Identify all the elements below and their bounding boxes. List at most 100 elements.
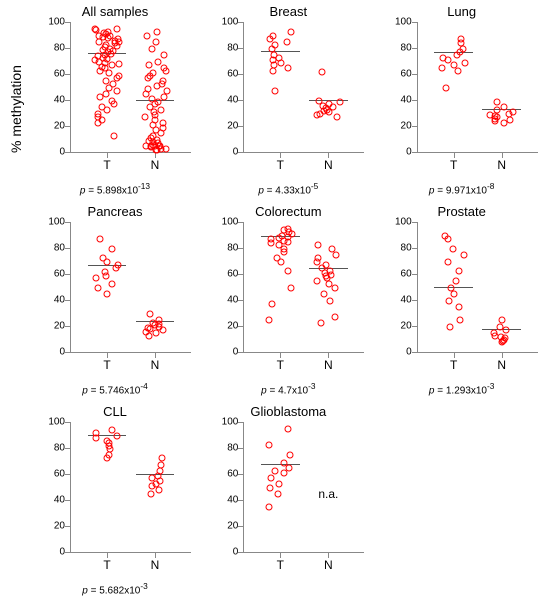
data-point bbox=[447, 323, 454, 330]
x-tick-label: T bbox=[277, 558, 284, 572]
data-point bbox=[103, 454, 110, 461]
x-tick-label: T bbox=[450, 158, 457, 172]
y-tick-label: 40 bbox=[390, 295, 412, 306]
y-tick-label: 100 bbox=[390, 17, 412, 28]
y-tick-label: 80 bbox=[216, 43, 238, 54]
chart-panel: Lung020406080100TNp = 9.971x10-8 bbox=[377, 0, 547, 200]
data-point bbox=[114, 432, 121, 439]
data-point bbox=[160, 52, 167, 59]
y-tick bbox=[412, 248, 418, 249]
y-tick bbox=[65, 248, 71, 249]
data-point bbox=[147, 310, 154, 317]
chart-panel: Glioblastoma020406080100TNn.a. bbox=[203, 400, 373, 600]
x-tick-label: T bbox=[277, 358, 284, 372]
data-point bbox=[337, 98, 344, 105]
y-tick-label: 20 bbox=[43, 121, 65, 132]
data-point bbox=[266, 441, 273, 448]
data-point bbox=[148, 45, 155, 52]
y-tick-label: 60 bbox=[390, 269, 412, 280]
data-point bbox=[276, 480, 283, 487]
data-point bbox=[111, 101, 118, 108]
y-tick-label: 80 bbox=[43, 443, 65, 454]
axes: 020406080100TN bbox=[417, 22, 538, 153]
y-tick bbox=[238, 48, 244, 49]
chart-panel: All samples020406080100TNp = 5.898x10-13 bbox=[30, 0, 200, 200]
data-point bbox=[271, 467, 278, 474]
y-tick-label: 100 bbox=[43, 417, 65, 428]
data-point bbox=[331, 284, 338, 291]
y-tick bbox=[238, 22, 244, 23]
y-tick-label: 40 bbox=[43, 495, 65, 506]
data-point bbox=[93, 275, 100, 282]
y-tick-label: 40 bbox=[43, 295, 65, 306]
y-tick bbox=[412, 74, 418, 75]
y-tick-label: 60 bbox=[216, 269, 238, 280]
y-tick bbox=[238, 100, 244, 101]
chart-panel: Colorectum020406080100TNp = 4.7x10-3 bbox=[203, 200, 373, 400]
x-tick-label: N bbox=[151, 558, 160, 572]
y-tick bbox=[65, 48, 71, 49]
x-tick-label: N bbox=[497, 158, 506, 172]
data-point bbox=[109, 280, 116, 287]
data-point bbox=[320, 291, 327, 298]
data-point bbox=[92, 435, 99, 442]
y-tick-label: 100 bbox=[390, 217, 412, 228]
y-tick bbox=[238, 126, 244, 127]
data-point bbox=[444, 236, 451, 243]
y-tick-label: 80 bbox=[390, 43, 412, 54]
y-tick bbox=[238, 500, 244, 501]
axes: 020406080100TN bbox=[70, 22, 191, 153]
data-point bbox=[444, 258, 451, 265]
data-point bbox=[153, 28, 160, 35]
x-tick-label: T bbox=[103, 558, 110, 572]
data-point bbox=[109, 62, 116, 69]
y-tick-label: 100 bbox=[216, 417, 238, 428]
y-tick-label: 20 bbox=[43, 321, 65, 332]
data-point bbox=[266, 317, 273, 324]
data-point bbox=[268, 301, 275, 308]
y-tick bbox=[412, 22, 418, 23]
y-tick-label: 100 bbox=[216, 217, 238, 228]
data-point bbox=[266, 504, 273, 511]
data-point bbox=[456, 267, 463, 274]
y-tick-label: 80 bbox=[216, 443, 238, 454]
data-point bbox=[439, 65, 446, 72]
y-tick bbox=[65, 448, 71, 449]
data-point bbox=[103, 258, 110, 265]
p-value: p = 5.682x10-3 bbox=[30, 581, 200, 596]
data-point bbox=[267, 240, 274, 247]
y-tick-label: 60 bbox=[43, 269, 65, 280]
data-point bbox=[154, 146, 161, 153]
y-tick-label: 0 bbox=[390, 347, 412, 358]
data-point bbox=[145, 75, 152, 82]
y-tick bbox=[412, 152, 418, 153]
y-tick bbox=[412, 300, 418, 301]
data-point bbox=[146, 62, 153, 69]
y-tick bbox=[238, 274, 244, 275]
data-point bbox=[272, 88, 279, 95]
chart-panel: Breast020406080100TNp = 4.33x10-5 bbox=[203, 0, 373, 200]
y-tick bbox=[238, 74, 244, 75]
y-tick-label: 40 bbox=[216, 95, 238, 106]
data-point bbox=[280, 470, 287, 477]
p-value: p = 9.971x10-8 bbox=[377, 181, 547, 196]
x-tick-label: T bbox=[103, 158, 110, 172]
data-point bbox=[502, 327, 509, 334]
y-tick-label: 60 bbox=[216, 469, 238, 480]
y-tick bbox=[412, 126, 418, 127]
y-tick bbox=[65, 22, 71, 23]
data-point bbox=[152, 330, 159, 337]
y-tick bbox=[238, 526, 244, 527]
y-tick-label: 20 bbox=[390, 121, 412, 132]
y-tick bbox=[412, 222, 418, 223]
y-tick bbox=[65, 474, 71, 475]
data-point bbox=[277, 258, 284, 265]
data-point bbox=[461, 252, 468, 259]
data-point bbox=[285, 426, 292, 433]
data-point bbox=[331, 314, 338, 321]
y-tick-label: 20 bbox=[216, 521, 238, 532]
data-point bbox=[154, 83, 161, 90]
y-tick-label: 100 bbox=[43, 17, 65, 28]
x-tick-label: T bbox=[450, 358, 457, 372]
y-tick-label: 40 bbox=[390, 95, 412, 106]
